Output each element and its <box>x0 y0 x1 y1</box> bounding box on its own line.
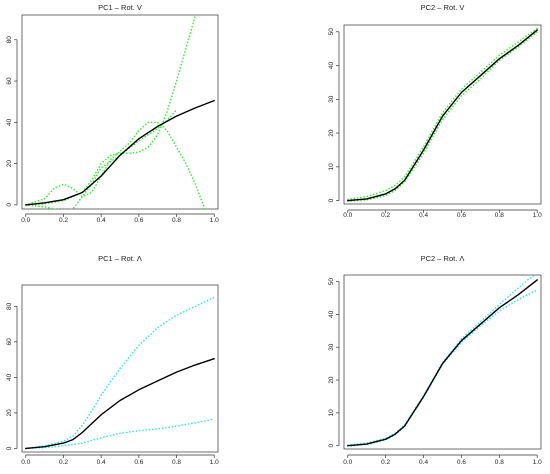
y-tick-label: 0 <box>6 446 13 450</box>
x-tick-label: 0.6 <box>134 217 143 224</box>
chart-panel-4: PC2 – Rot. Λ 0.0 0.2 0.4 0.6 0.8 1.0 0 10 20 30 40 5… <box>328 254 542 466</box>
y-tick-label: 60 <box>6 338 13 346</box>
x-tick-label: 1.0 <box>533 459 542 466</box>
y-tick-label: 20 <box>328 129 335 137</box>
x-tick-label: 0.4 <box>97 217 106 224</box>
chart-title: PC2 – Rot. V <box>421 3 465 12</box>
x-tick-label: 0.4 <box>419 212 428 219</box>
y-tick-label: 40 <box>6 373 13 381</box>
x-tick-label: 1.0 <box>210 459 219 466</box>
x-tick-label: 0.4 <box>97 459 106 466</box>
series-line-main <box>347 279 538 447</box>
x-tick-label: 0.6 <box>457 459 466 466</box>
series-line-band <box>25 418 215 450</box>
y-tick-label: 30 <box>328 343 335 351</box>
y-tick-label: 0 <box>328 198 335 202</box>
series-line-band <box>25 15 197 206</box>
series-line-band <box>347 27 538 201</box>
series-line-main <box>25 99 215 206</box>
x-tick-label: 0.0 <box>343 459 352 466</box>
series-line-main <box>25 358 215 450</box>
y-tick-label: 80 <box>6 302 13 310</box>
y-tick-label: 40 <box>328 310 335 318</box>
chart-panel-2: PC2 – Rot. V 0.0 0.2 0.4 0.6 0.8 1.0 0 10 20 30 40 5… <box>328 3 542 219</box>
chart-panel-1: PC1 – Rot. V 0.0 0.2 0.4 0.6 0.8 1.0 0 20 40 60 80 <box>6 3 219 224</box>
y-tick-label: 20 <box>6 409 13 417</box>
x-tick-label: 0.2 <box>59 217 68 224</box>
x-tick-label: 1.0 <box>210 217 219 224</box>
chart-title: PC1 – Rot. V <box>98 3 142 12</box>
series-line-band <box>347 275 537 446</box>
plot-frame <box>343 24 542 205</box>
chart-title: PC2 – Rot. Λ <box>421 254 465 263</box>
x-tick-label: 0.0 <box>343 212 352 219</box>
series-line-band <box>25 109 178 209</box>
x-tick-label: 0.2 <box>381 212 390 219</box>
series-line-band <box>347 289 538 447</box>
y-tick-label: 40 <box>328 62 335 70</box>
chart-title: PC1 – Rot. Λ <box>98 254 142 263</box>
x-tick-label: 0.2 <box>381 459 390 466</box>
x-tick-label: 0.4 <box>419 459 428 466</box>
y-tick-label: 20 <box>328 376 335 384</box>
y-tick-label: 10 <box>328 163 335 171</box>
plot-frame <box>21 14 219 210</box>
series-line-band <box>347 31 538 203</box>
x-tick-label: 0.8 <box>495 459 504 466</box>
y-tick-label: 60 <box>6 77 13 85</box>
y-tick-label: 50 <box>328 28 335 36</box>
y-tick-label: 30 <box>328 95 335 103</box>
y-tick-label: 0 <box>6 203 13 207</box>
y-tick-label: 0 <box>328 444 335 448</box>
x-tick-label: 0.8 <box>495 212 504 219</box>
x-tick-label: 0.8 <box>172 217 181 224</box>
y-tick-label: 10 <box>328 409 335 417</box>
chart-panel-3: PC1 – Rot. Λ 0.0 0.2 0.4 0.6 0.8 1.0 0 20 40 60 80 <box>6 254 219 466</box>
y-tick-label: 40 <box>6 118 13 126</box>
y-tick-label: 80 <box>6 36 13 44</box>
x-tick-label: 0.6 <box>457 212 466 219</box>
plot-frame <box>343 274 542 450</box>
plot-frame <box>21 284 219 453</box>
series-line-band <box>25 121 206 209</box>
y-tick-label: 20 <box>6 160 13 168</box>
x-tick-label: 0.2 <box>59 459 68 466</box>
series-line-band <box>25 296 215 450</box>
x-tick-label: 0.8 <box>172 459 181 466</box>
x-tick-label: 0.0 <box>21 459 30 466</box>
x-tick-label: 0.0 <box>21 217 30 224</box>
y-tick-label: 50 <box>328 278 335 286</box>
series-line-main <box>347 29 538 202</box>
x-tick-label: 1.0 <box>533 212 542 219</box>
x-tick-label: 0.6 <box>134 459 143 466</box>
